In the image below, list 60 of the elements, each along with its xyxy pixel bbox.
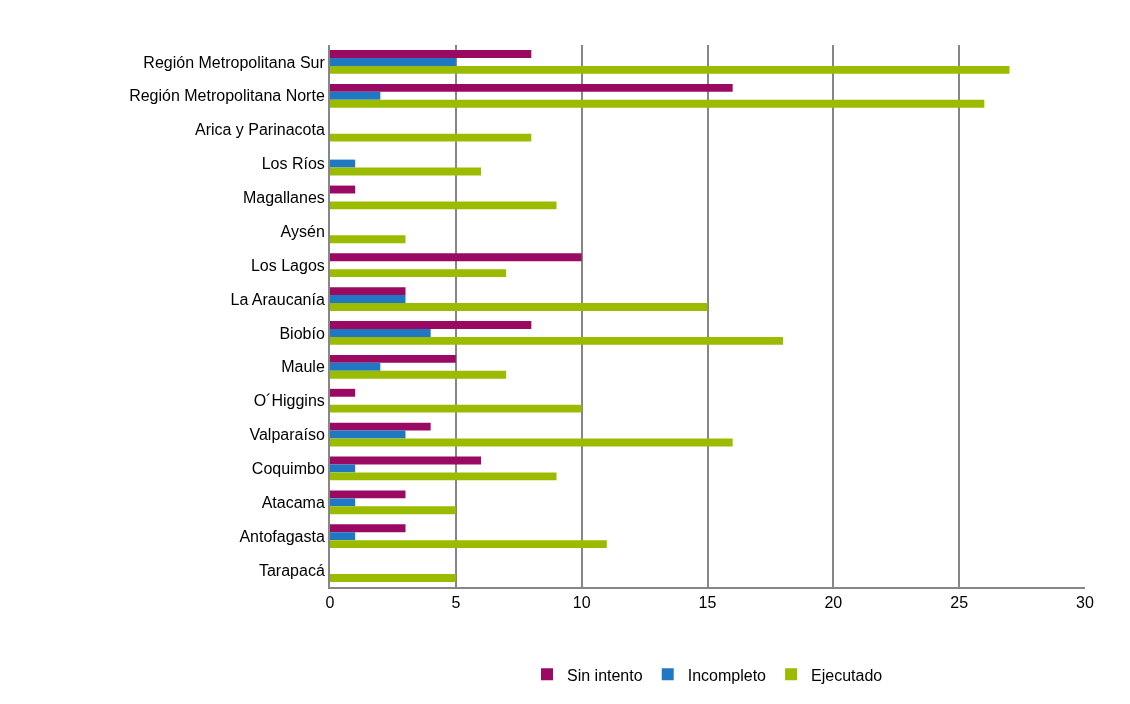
bar — [330, 65, 1010, 74]
bar — [330, 490, 406, 499]
y-tick-label: Aysén — [280, 222, 325, 240]
y-tick-label: Los Ríos — [261, 155, 325, 173]
bar — [330, 574, 456, 582]
y-tick-label: Región Metropolitana Norte — [129, 87, 325, 105]
y-tick-label: Biobío — [279, 324, 325, 342]
y-tick-label: Región Metropolitana Sur — [143, 53, 326, 71]
bar — [330, 336, 783, 345]
bar — [330, 328, 431, 337]
bar — [330, 506, 456, 515]
y-tick-label: Los Lagos — [250, 256, 325, 274]
bar — [330, 99, 985, 108]
y-tick-label: Maule — [281, 358, 325, 376]
bar — [330, 235, 406, 244]
bar — [330, 464, 356, 473]
y-tick-label: Magallanes — [242, 189, 325, 207]
bar — [330, 83, 733, 92]
y-tick-label: Antofagasta — [239, 527, 325, 545]
bar — [330, 321, 532, 329]
x-tick-label: 0 — [325, 594, 335, 612]
bar — [330, 253, 582, 262]
legend-label: Sin intento — [567, 666, 643, 684]
legend-label: Ejecutado — [811, 666, 883, 684]
y-tick-label: Atacama — [261, 493, 325, 511]
bar — [330, 354, 456, 363]
bar — [330, 388, 356, 397]
x-tick-label: 25 — [950, 594, 969, 612]
bar — [330, 532, 356, 541]
bar — [330, 159, 356, 168]
bar — [330, 91, 381, 100]
y-tick-label: Coquimbo — [251, 460, 325, 478]
bar — [330, 498, 356, 507]
bar — [330, 287, 406, 296]
y-tick-label: Tarapacá — [258, 561, 325, 579]
bar — [330, 540, 607, 549]
bar — [330, 524, 406, 533]
y-tick-label: Valparaíso — [249, 426, 325, 444]
y-tick-label: La Araucanía — [230, 290, 325, 308]
bar — [330, 370, 507, 379]
x-tick-label: 30 — [1076, 594, 1094, 612]
bar — [330, 50, 532, 58]
x-tick-label: 10 — [572, 594, 591, 612]
bar — [330, 201, 557, 210]
bar — [330, 404, 582, 413]
bar — [330, 57, 456, 66]
x-tick-label: 5 — [451, 594, 461, 612]
bar — [330, 303, 708, 311]
bar — [330, 269, 507, 278]
bar — [330, 362, 381, 371]
x-tick-label: 15 — [698, 594, 717, 612]
y-tick-label: O´Higgins — [253, 392, 325, 410]
bar — [330, 430, 406, 439]
x-tick-label: 20 — [824, 594, 843, 612]
legend-label: Incompleto — [687, 666, 767, 684]
bar — [330, 472, 557, 481]
y-tick-label: Arica y Parinacota — [194, 121, 325, 139]
bar — [330, 295, 406, 304]
bar — [330, 422, 431, 431]
bar — [330, 133, 532, 142]
